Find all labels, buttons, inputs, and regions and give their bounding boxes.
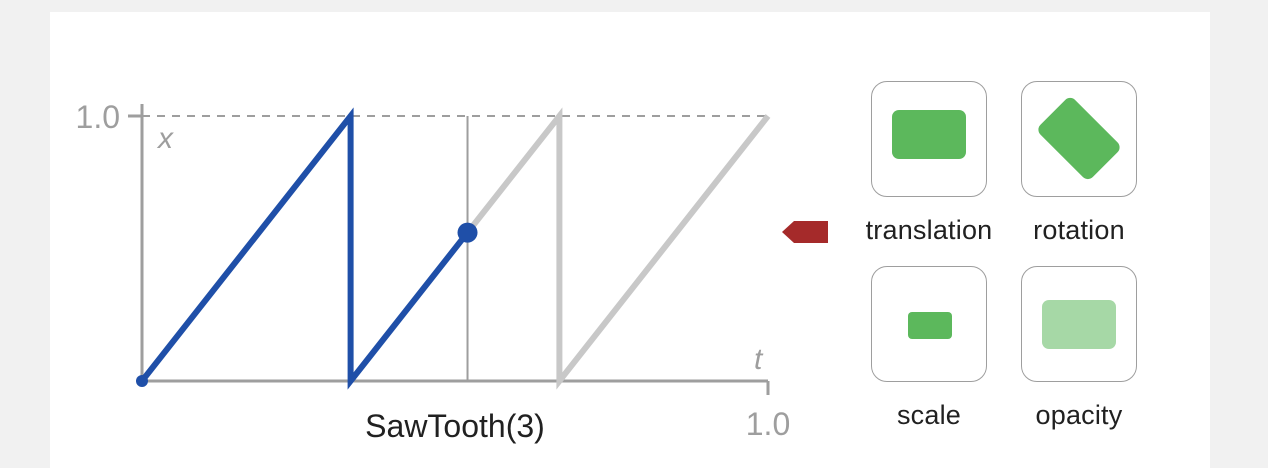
remaining-curve [465,107,771,390]
current-point[interactable] [457,222,478,243]
translation-tile[interactable] [871,81,987,197]
opacity-shape-icon [1042,300,1116,349]
scale-tile[interactable] [871,266,987,382]
diagram-card [50,12,1210,468]
scale-label: scale [896,400,962,430]
active-animation-pointer-icon [782,221,828,243]
completed-curve [139,107,470,390]
translation-shape-icon [892,110,966,159]
function-name: SawTooth(3) [365,408,545,444]
scale-shape-icon [908,312,952,339]
x-tick-label: 1.0 [746,406,790,442]
y-tick-label: 1.0 [76,99,120,135]
translation-label: translation [865,215,993,245]
rotation-label: rotation [1033,215,1125,245]
x-axis-label: t [754,343,764,376]
opacity-tile[interactable] [1021,266,1137,382]
y-axis-label: x [156,122,174,155]
origin-point [136,375,148,387]
opacity-label: opacity [1035,400,1123,430]
rotation-shape-icon [1035,95,1123,182]
rotation-tile[interactable] [1021,81,1137,197]
sawtooth-chart: 1.0 1.0 x t SawTooth(3) [76,99,791,444]
